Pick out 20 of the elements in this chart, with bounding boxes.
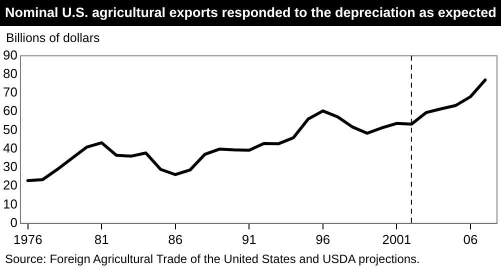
x-tick-label: 91: [242, 232, 256, 247]
y-tick-label: 60: [2, 103, 18, 118]
y-tick-label: 0: [10, 214, 18, 230]
y-axis-title: Billions of dollars: [6, 31, 100, 45]
y-tick-label: 20: [2, 178, 18, 193]
x-tick-label: 86: [168, 232, 183, 247]
y-tick-label: 40: [2, 140, 18, 156]
x-tick-label: 96: [316, 232, 330, 247]
y-tick-label: 30: [2, 159, 18, 174]
chart-title: Nominal U.S. agricultural exports responded to the depreciation as expected: [0, 0, 501, 26]
x-tick-label: 2001: [382, 232, 412, 247]
y-tick-label: 70: [2, 84, 18, 100]
source-note: Source: Foreign Agricultural Trade of the United States and USDA projections.: [5, 252, 420, 266]
x-tick-label: 1976: [13, 232, 42, 247]
y-tick-label: 90: [2, 47, 18, 62]
x-tick-label: 81: [94, 232, 109, 247]
y-tick-label: 50: [2, 122, 18, 137]
y-tick-label: 80: [2, 66, 18, 81]
x-tick-label: 06: [463, 232, 478, 247]
y-tick-label: 10: [2, 196, 18, 212]
